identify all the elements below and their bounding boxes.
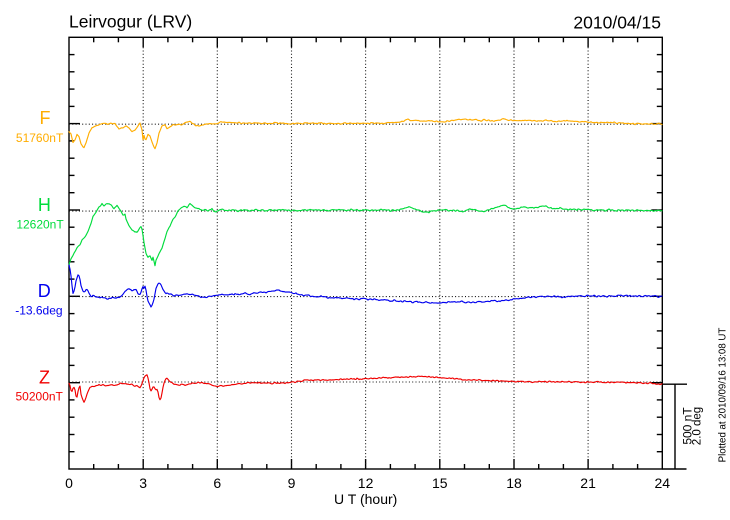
- svg-text:24: 24: [655, 475, 671, 491]
- svg-text:Z: Z: [39, 368, 50, 388]
- svg-text:500 nT: 500 nT: [681, 407, 695, 445]
- svg-text:H: H: [38, 195, 51, 215]
- svg-text:50200nT: 50200nT: [16, 390, 64, 404]
- svg-text:D: D: [38, 281, 51, 301]
- svg-text:U T (hour): U T (hour): [334, 491, 397, 507]
- svg-text:2010/04/15: 2010/04/15: [573, 13, 661, 33]
- svg-text:Plotted at 2010/09/16 13:08 UT: Plotted at 2010/09/16 13:08 UT: [718, 328, 729, 463]
- svg-text:21: 21: [580, 475, 596, 491]
- svg-text:12: 12: [358, 475, 374, 491]
- svg-text:3: 3: [139, 475, 147, 491]
- svg-text:51760nT: 51760nT: [16, 131, 64, 145]
- svg-text:9: 9: [288, 475, 296, 491]
- svg-text:0: 0: [65, 475, 73, 491]
- svg-text:2.0 deg: 2.0 deg: [691, 407, 703, 445]
- svg-text:12620nT: 12620nT: [16, 218, 64, 232]
- svg-text:Leirvogur (LRV): Leirvogur (LRV): [69, 12, 192, 32]
- svg-text:-13.6deg: -13.6deg: [15, 304, 62, 318]
- svg-text:F: F: [40, 108, 51, 128]
- svg-text:15: 15: [432, 475, 448, 491]
- svg-text:18: 18: [506, 475, 522, 491]
- svg-text:6: 6: [213, 475, 221, 491]
